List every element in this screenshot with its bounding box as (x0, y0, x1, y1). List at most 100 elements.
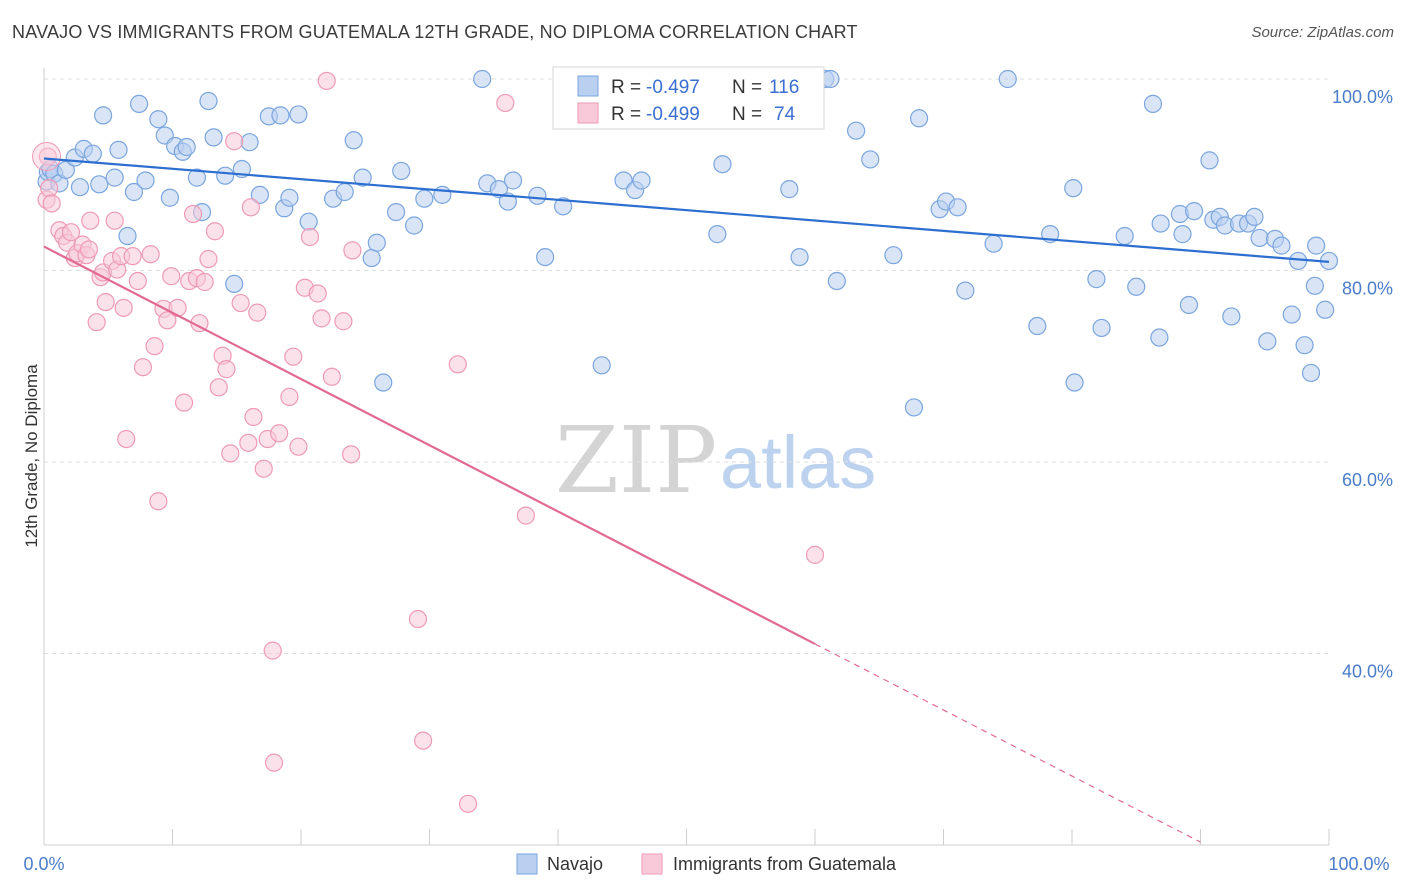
data-point (40, 179, 59, 198)
trend-line-navajo (43, 157, 1330, 263)
data-point (1307, 236, 1326, 255)
data-point (70, 178, 90, 197)
data-point (145, 337, 164, 356)
y-tick-label: 100.0% (1332, 87, 1393, 107)
data-point (160, 188, 180, 207)
data-point (264, 753, 284, 772)
data-point (271, 106, 290, 125)
data-point (1316, 300, 1335, 319)
data-point (133, 358, 153, 377)
data-point (96, 292, 115, 312)
data-point (884, 246, 903, 265)
data-point (109, 140, 128, 159)
data-point (205, 222, 225, 241)
data-point (42, 194, 61, 213)
data-point (498, 192, 517, 211)
legend-swatch-guatemala (641, 853, 663, 875)
trend-layer (43, 157, 1330, 843)
watermark-zip: ZIP (555, 407, 717, 514)
data-point (81, 211, 100, 230)
data-point (374, 373, 393, 392)
data-point (343, 241, 362, 260)
data-point (90, 175, 109, 194)
data-point (1245, 207, 1264, 226)
data-point (83, 144, 102, 163)
data-point (168, 298, 187, 317)
data-point (554, 197, 573, 216)
data-point (177, 137, 196, 157)
data-point (473, 69, 492, 89)
data-point (241, 198, 260, 217)
y-tick-label: 60.0% (1342, 470, 1393, 490)
data-point (904, 398, 924, 417)
data-point (199, 249, 218, 269)
data-point (1301, 363, 1321, 383)
data-point (708, 225, 727, 244)
data-point (503, 171, 523, 190)
chart-source: Source: ZipAtlas.com (1251, 24, 1394, 41)
data-point (415, 189, 434, 208)
data-point (536, 247, 555, 267)
data-point (458, 794, 478, 813)
data-point (149, 110, 168, 129)
data-point (344, 131, 363, 150)
data-point (1305, 276, 1324, 295)
data-point (217, 360, 236, 379)
data-point (128, 271, 147, 291)
data-point (1272, 236, 1291, 255)
data-point (433, 185, 452, 204)
data-point (1200, 151, 1219, 170)
data-point (289, 105, 308, 124)
chart-title: NAVAJO VS IMMIGRANTS FROM GUATEMALA 12TH… (12, 22, 858, 42)
data-point (225, 132, 244, 151)
data-point (861, 150, 880, 169)
data-point (1150, 328, 1169, 347)
data-point (105, 168, 124, 187)
data-point (847, 121, 866, 140)
data-point (1250, 228, 1269, 248)
data-point (162, 267, 181, 286)
data-point (32, 142, 62, 172)
legend-label-guatemala: Immigrants from Guatemala (673, 854, 897, 874)
data-point (221, 444, 240, 463)
data-point (1127, 277, 1146, 296)
y-tick-labels: 100.0% 80.0% 60.0% 40.0% (1332, 87, 1393, 682)
data-point (124, 182, 144, 202)
data-point (195, 272, 214, 292)
trend-line-guatemala (43, 245, 816, 645)
data-point (948, 198, 967, 217)
stats-legend-box: R = -0.497 N = 116 R = -0.499 N = 74 (552, 66, 825, 130)
data-point (204, 128, 223, 147)
data-point (1258, 332, 1277, 351)
data-point (386, 202, 406, 222)
data-point (1282, 305, 1301, 324)
data-point (1065, 373, 1084, 392)
x-tick-label-right: 100.0% (1328, 854, 1389, 874)
data-point (1087, 270, 1106, 289)
stats-n-value-navajo: 116 (769, 77, 799, 98)
stats-n-label-guatemala: N = (732, 104, 762, 125)
data-point (489, 180, 508, 199)
legend-label-navajo: Navajo (547, 854, 603, 874)
data-point (1143, 94, 1163, 113)
data-point (335, 182, 354, 202)
data-point (280, 387, 299, 406)
y-tick-label: 40.0% (1342, 662, 1393, 682)
stats-r-value-guatemala: -0.499 (646, 104, 700, 125)
data-point (270, 424, 289, 443)
stats-swatch-guatemala (577, 102, 599, 124)
data-point (1115, 226, 1134, 246)
x-tick-label-left: 0.0% (23, 854, 64, 874)
data-point (300, 227, 320, 247)
data-point (998, 69, 1017, 89)
data-point (308, 284, 327, 303)
watermark: ZIP atlas (555, 407, 876, 514)
data-point (187, 168, 207, 187)
data-point (322, 367, 341, 386)
y-tick-label: 80.0% (1342, 279, 1393, 299)
data-point (909, 109, 929, 128)
data-point (199, 91, 218, 111)
data-point (141, 245, 160, 264)
data-point (408, 609, 428, 629)
data-point (367, 233, 386, 252)
